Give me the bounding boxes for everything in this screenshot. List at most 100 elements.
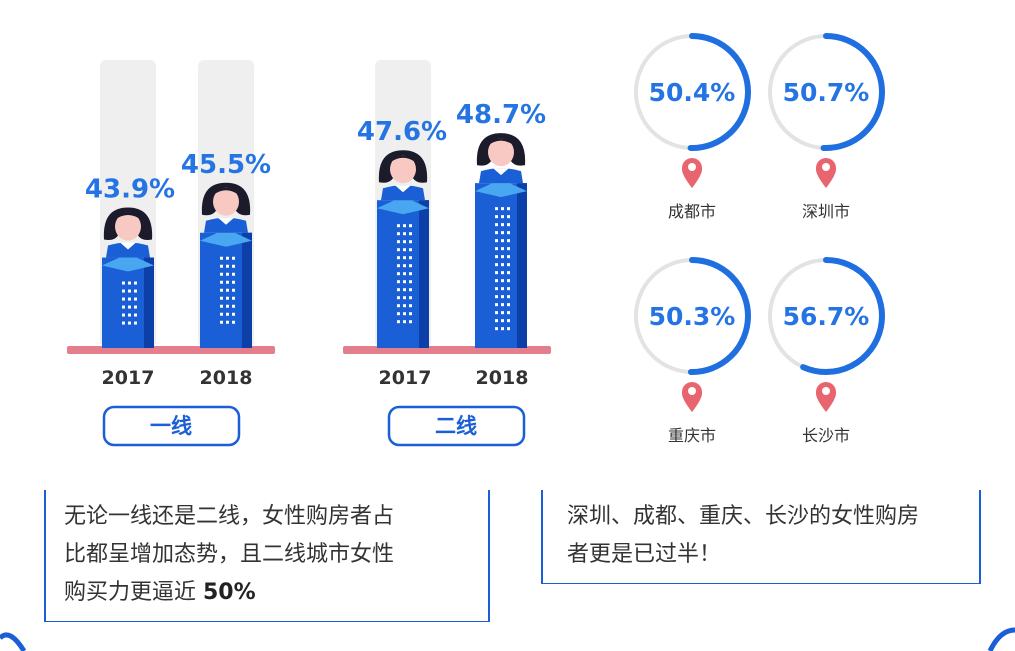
woman-collar <box>218 217 234 225</box>
bar-window <box>232 256 235 260</box>
woman-bangs <box>212 187 240 196</box>
bar-top <box>102 253 154 272</box>
bar-window <box>501 239 504 243</box>
note-left-emphasis: 50% <box>203 580 256 605</box>
woman-body <box>381 185 425 201</box>
bar-side <box>419 200 429 348</box>
city-rings: 50.4% 成都市 50.7% 深圳市 50.3% 重庆市 56.7% 长沙市 <box>634 33 885 445</box>
bar-window <box>134 321 137 325</box>
decor-arc-left <box>0 632 27 651</box>
tier1-chart: 43.9% 45.5% 2017 2018 一线 <box>67 60 275 447</box>
bar-window <box>232 264 235 268</box>
bar-window <box>397 288 400 292</box>
note-left: 无论一线还是二线，女性购房者占 比都呈增加态势，且二线城市女性 购买力更逼近 5… <box>44 490 490 622</box>
bar-window <box>409 320 412 324</box>
bar-window <box>397 296 400 300</box>
bar-window <box>122 305 125 309</box>
pin-hole <box>822 387 830 395</box>
ring-value: 50.7% <box>783 78 870 107</box>
bar-window <box>397 304 400 308</box>
bar-window <box>501 271 504 275</box>
bar-side <box>517 183 527 348</box>
bar-window <box>495 295 498 299</box>
bar-window <box>403 312 406 316</box>
bar-window <box>220 304 223 308</box>
pin-hole <box>688 387 696 395</box>
value-label-2018: 45.5% <box>181 150 271 180</box>
tier-label-box <box>102 405 241 447</box>
value-label-2017: 43.9% <box>85 175 175 205</box>
bar-window <box>409 240 412 244</box>
bar-window <box>397 272 400 276</box>
bar-window <box>220 296 223 300</box>
bar-window <box>409 256 412 260</box>
bar-window <box>507 215 510 219</box>
woman-icon <box>201 182 251 233</box>
woman-bangs <box>389 155 417 164</box>
bar-window <box>501 231 504 235</box>
bar-window <box>220 312 223 316</box>
note-left-text: 购买力更逼近 <box>64 580 203 605</box>
city-name: 长沙市 <box>802 426 850 445</box>
bar-window <box>501 311 504 315</box>
bar-window <box>403 248 406 252</box>
bar-window <box>226 272 229 276</box>
bar-window <box>122 281 125 285</box>
bar-top <box>475 179 527 198</box>
bar-window <box>409 304 412 308</box>
bar-window <box>507 295 510 299</box>
bar-window <box>128 305 131 309</box>
bar-window <box>232 272 235 276</box>
city-ring: 50.3% 重庆市 <box>634 257 751 445</box>
bar-window <box>501 287 504 291</box>
note-left-line-3: 购买力更逼近 50% <box>64 574 478 612</box>
woman-collar <box>120 242 136 250</box>
bar-window <box>403 288 406 292</box>
bar-window <box>220 320 223 324</box>
bar-window <box>403 240 406 244</box>
bar-window <box>134 305 137 309</box>
bar-2018 <box>475 133 527 348</box>
bar-window <box>220 288 223 292</box>
bar-window <box>501 223 504 227</box>
decor-arc-right <box>987 627 1015 651</box>
ring-value: 50.3% <box>649 302 736 331</box>
city-ring: 56.7% 长沙市 <box>768 257 885 445</box>
bar-window <box>507 247 510 251</box>
woman-face <box>488 138 514 167</box>
bar-window <box>220 272 223 276</box>
bar-window <box>501 327 504 331</box>
bar-window <box>128 297 131 301</box>
bar-window <box>507 287 510 291</box>
bar-window <box>220 256 223 260</box>
woman-body <box>479 168 523 184</box>
bar-window <box>501 263 504 267</box>
year-label-2017: 2017 <box>379 367 432 389</box>
bar-window <box>232 312 235 316</box>
bar-window <box>495 319 498 323</box>
woman-face <box>390 155 416 184</box>
bar-top <box>200 228 252 247</box>
bar-window <box>495 287 498 291</box>
bar-window <box>507 311 510 315</box>
bar-window <box>403 264 406 268</box>
note-right-line-1: 深圳、成都、重庆、长沙的女性购房 <box>567 504 920 529</box>
bar-window <box>226 256 229 260</box>
bar-window <box>507 263 510 267</box>
bar-window <box>134 289 137 293</box>
pin-shape <box>815 158 837 188</box>
bar-window <box>507 303 510 307</box>
note-right-line-2: 者更是已过半！ <box>567 542 722 567</box>
bar-window <box>501 215 504 219</box>
bar-window <box>128 281 131 285</box>
pin-shape <box>815 382 837 412</box>
note-left-line-1: 无论一线还是二线，女性购房者占 <box>64 504 395 529</box>
woman-icon <box>103 207 153 258</box>
bar-window <box>409 224 412 228</box>
ring-value: 50.4% <box>649 78 736 107</box>
bar-window <box>495 239 498 243</box>
bar-window <box>403 280 406 284</box>
ring-arc <box>800 257 885 375</box>
bar-window <box>122 313 125 317</box>
